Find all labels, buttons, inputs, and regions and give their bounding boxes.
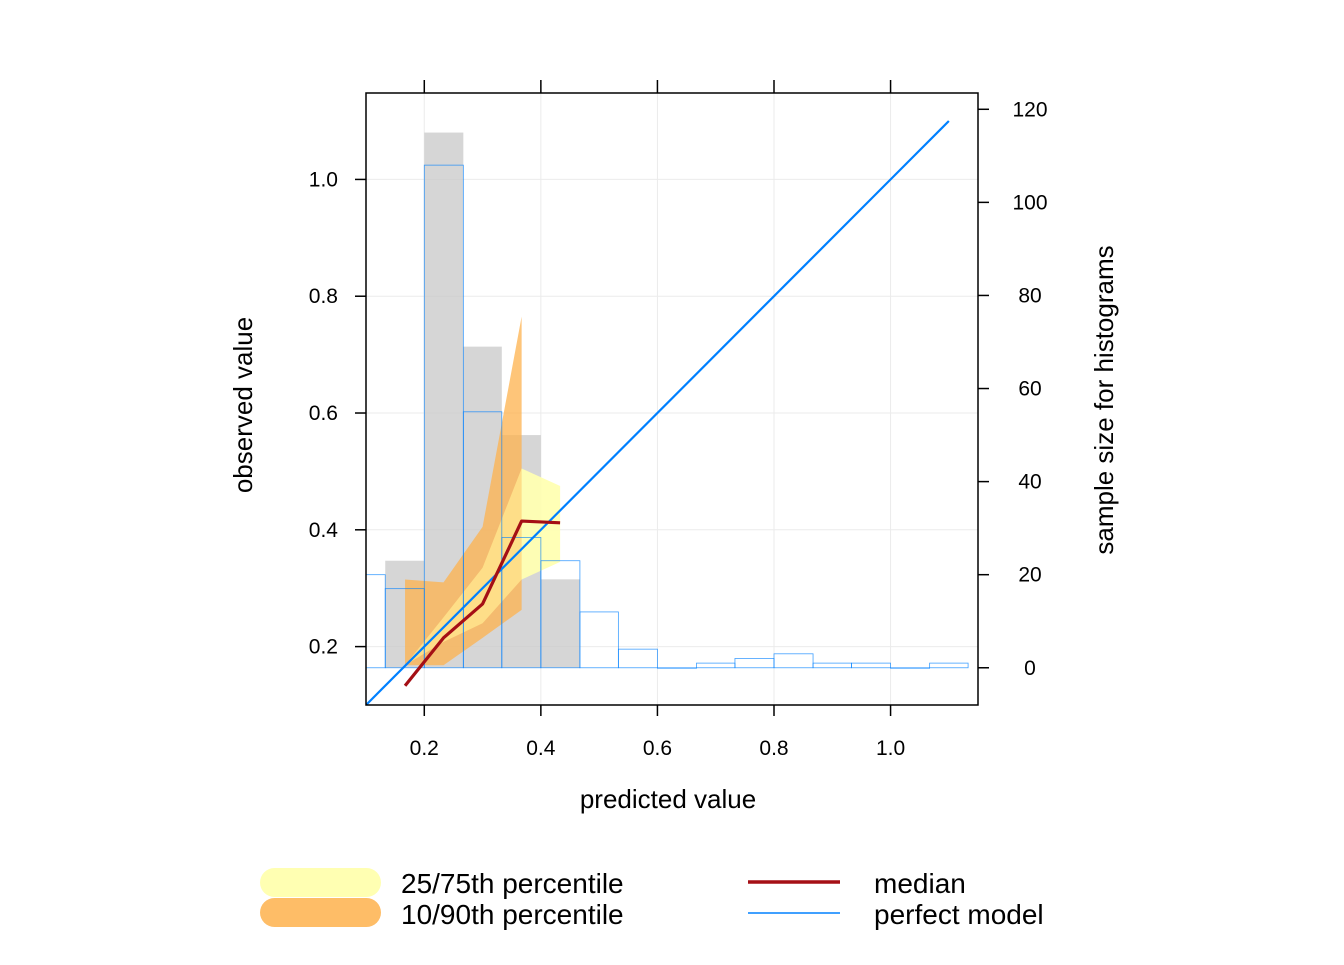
y-tick-label-1: 0.4 xyxy=(309,519,339,542)
y-tick-label-2: 0.6 xyxy=(309,402,338,425)
y-axis-title: observed value xyxy=(228,317,258,493)
predicted-hist-bar-15 xyxy=(929,662,969,669)
predicted-hist-bar-13 xyxy=(851,662,891,669)
y2-axis-title: sample size for histograms xyxy=(1089,245,1119,554)
x-tick-label-3: 0.8 xyxy=(759,737,788,760)
legend-label-10-90: 10/90th percentile xyxy=(401,899,624,930)
legend-swatch-10-90 xyxy=(260,898,381,927)
predicted-histogram xyxy=(366,164,969,669)
predicted-hist-bar-7 xyxy=(617,648,658,669)
legend-label-median: median xyxy=(874,868,966,899)
y2-tick-label-3: 60 xyxy=(1018,378,1041,401)
series-lines xyxy=(366,120,950,705)
predicted-hist-bar-8 xyxy=(657,667,697,669)
y2-tick-label-2: 40 xyxy=(1018,471,1041,494)
y2-tick-label-0: 0 xyxy=(1024,657,1036,680)
y-tick-label-4: 1.0 xyxy=(309,168,338,191)
legend: 25/75th percentile 10/90th percentile me… xyxy=(260,868,1044,930)
perfect-model-line xyxy=(366,120,950,705)
axes: 0.2 0.4 0.6 0.8 1.0 0.2 0.4 0.6 0.8 1.0 0 20 40 60 80 1… xyxy=(309,80,1048,760)
predicted-hist-bar-14 xyxy=(890,667,931,669)
y-tick-label-0: 0.2 xyxy=(309,636,338,659)
x-tick-label-4: 1.0 xyxy=(876,737,905,760)
x-axis-title: predicted value xyxy=(580,784,756,814)
plot-frame xyxy=(365,92,979,706)
predicted-hist-bar-0 xyxy=(366,574,386,669)
median-line xyxy=(403,519,561,687)
predicted-hist-bar-6 xyxy=(579,611,619,669)
predicted-hist-bar-10 xyxy=(734,658,775,669)
legend-label-25-75: 25/75th percentile xyxy=(401,868,624,899)
legend-label-perfect-model: perfect model xyxy=(874,899,1044,930)
y2-tick-label-1: 20 xyxy=(1018,564,1041,587)
x-tick-label-0: 0.2 xyxy=(410,737,439,760)
observed-hist-bar-4 xyxy=(540,579,580,668)
predicted-hist-bar-12 xyxy=(812,662,852,669)
predicted-hist-bar-9 xyxy=(696,662,736,669)
y2-tick-label-6: 120 xyxy=(1012,98,1047,121)
band-25-75-percentile-overlay xyxy=(405,468,561,666)
legend-swatch-25-75 xyxy=(260,868,381,897)
y-tick-label-3: 0.8 xyxy=(309,285,338,308)
predicted-hist-bar-11 xyxy=(773,653,814,669)
y2-tick-label-5: 100 xyxy=(1012,191,1047,214)
x-tick-label-1: 0.4 xyxy=(526,737,556,760)
x-tick-label-2: 0.6 xyxy=(643,737,672,760)
y2-tick-label-4: 80 xyxy=(1018,284,1041,307)
